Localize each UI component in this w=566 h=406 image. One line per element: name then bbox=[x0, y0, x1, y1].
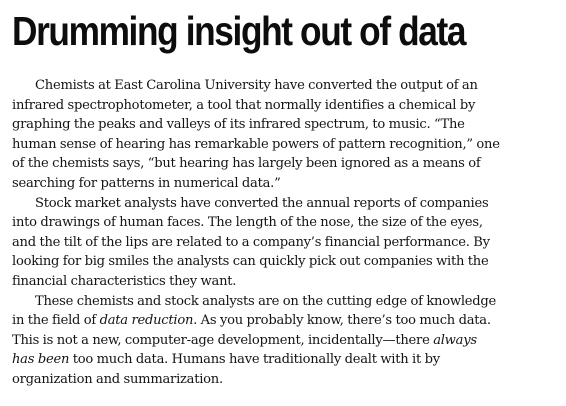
text-segment: . As you probably know, there’s too much… bbox=[193, 313, 491, 329]
text-line: of the chemists says, “but hearing has l… bbox=[12, 156, 481, 172]
emphasis-always: always bbox=[433, 332, 477, 348]
text-line: graphing the peaks and valleys of its in… bbox=[12, 117, 465, 133]
paragraph-3: These chemists and stock analysts are on… bbox=[12, 292, 556, 390]
article-body: Chemists at East Carolina University hav… bbox=[12, 76, 556, 390]
text-line: Chemists at East Carolina University hav… bbox=[35, 78, 478, 93]
emphasis-data-reduction: data reduction bbox=[99, 313, 194, 329]
emphasis-has-been: has been bbox=[12, 352, 70, 368]
text-line: and the tilt of the lips are related to … bbox=[12, 234, 490, 250]
text-line: organization and summarization. bbox=[12, 371, 223, 387]
paragraph-2: Stock market analysts have converted the… bbox=[12, 194, 556, 292]
text-line: looking for big smiles the analysts can … bbox=[12, 254, 489, 270]
text-segment: too much data. Humans have traditionally… bbox=[69, 352, 440, 368]
text-line: This is not a new, computer-age developm… bbox=[12, 331, 556, 351]
paragraph-1: Chemists at East Carolina University hav… bbox=[12, 76, 556, 194]
text-line: Stock market analysts have converted the… bbox=[35, 195, 489, 211]
text-line: financial characteristics they want. bbox=[12, 273, 237, 289]
text-segment: in the field of bbox=[12, 313, 100, 329]
headline: Drumming insight out of data bbox=[12, 8, 467, 54]
text-line: into drawings of human faces. The length… bbox=[12, 215, 483, 231]
text-line: searching for patterns in numerical data… bbox=[12, 175, 281, 191]
text-line: These chemists and stock analysts are on… bbox=[35, 293, 497, 309]
text-line: has been too much data. Humans have trad… bbox=[12, 350, 556, 370]
text-line: human sense of hearing has remarkable po… bbox=[12, 136, 500, 152]
text-line: in the field of data reduction. As you p… bbox=[12, 311, 556, 331]
text-line: infrared spectrophotometer, a tool that … bbox=[12, 97, 476, 113]
text-segment: This is not a new, computer-age developm… bbox=[12, 332, 434, 348]
